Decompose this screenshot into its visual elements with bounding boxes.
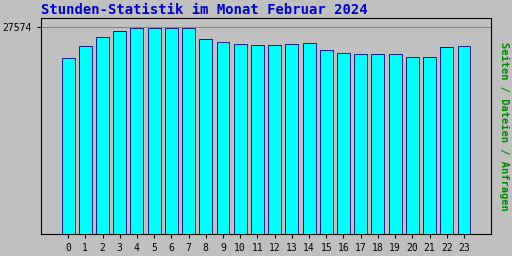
Bar	[371, 54, 385, 234]
Bar	[217, 42, 229, 234]
Text: Stunden-Statistik im Monat Februar 2024: Stunden-Statistik im Monat Februar 2024	[41, 3, 368, 17]
Bar	[423, 57, 436, 234]
Bar	[61, 58, 75, 234]
Bar	[320, 50, 333, 234]
Bar	[440, 47, 453, 234]
Bar	[458, 47, 471, 234]
Bar	[251, 45, 264, 234]
Bar	[182, 28, 195, 234]
Bar	[165, 28, 178, 234]
Bar	[147, 28, 161, 234]
Bar	[285, 44, 298, 234]
Y-axis label: Seiten / Dateien / Anfragen: Seiten / Dateien / Anfragen	[499, 42, 509, 210]
Bar	[268, 45, 281, 234]
Bar	[406, 57, 419, 234]
Bar	[79, 47, 92, 234]
Bar	[303, 43, 315, 234]
Bar	[234, 44, 247, 234]
Bar	[389, 54, 401, 234]
Bar	[96, 37, 109, 234]
Bar	[113, 31, 126, 234]
Bar	[199, 39, 212, 234]
Bar	[337, 53, 350, 234]
Bar	[131, 28, 143, 234]
Bar	[354, 54, 367, 234]
